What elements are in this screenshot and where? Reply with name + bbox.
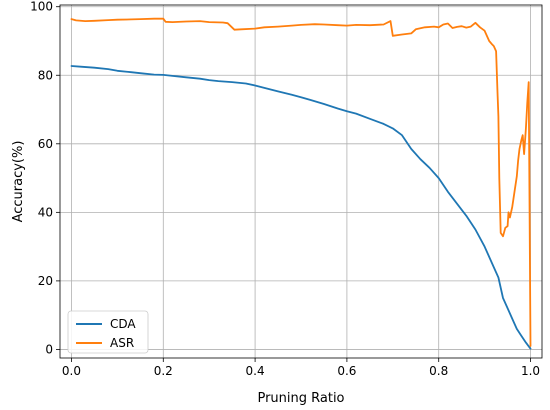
grid xyxy=(60,5,542,358)
legend-box xyxy=(67,310,149,354)
x-tick-label: 1.0 xyxy=(521,364,540,378)
y-tick-label: 80 xyxy=(38,68,53,82)
y-axis: 0 20 40 60 80 100 xyxy=(30,0,60,356)
y-axis-label: Accuracy(%) xyxy=(11,141,26,223)
y-tick-label: 100 xyxy=(30,0,53,14)
x-tick-label: 0.6 xyxy=(337,364,356,378)
y-tick-label: 60 xyxy=(38,137,53,151)
x-tick-label: 0.0 xyxy=(62,364,81,378)
y-tick-label: 20 xyxy=(38,274,53,288)
legend-label-asr: ASR xyxy=(110,336,134,350)
legend: CDA ASR xyxy=(67,310,149,354)
x-tick-label: 0.2 xyxy=(154,364,173,378)
plot-frame xyxy=(59,4,543,359)
x-axis-label: Pruning Ratio xyxy=(257,391,344,406)
x-tick-label: 0.8 xyxy=(429,364,448,378)
x-axis: 0.0 0.2 0.4 0.6 0.8 1.0 xyxy=(62,358,540,378)
legend-label-cda: CDA xyxy=(110,317,136,331)
series-lines xyxy=(70,17,532,350)
y-tick-label: 0 xyxy=(45,342,53,356)
series-line-cda xyxy=(70,65,532,350)
series-line-asr xyxy=(70,17,532,347)
x-tick-label: 0.4 xyxy=(246,364,265,378)
y-tick-label: 40 xyxy=(38,205,53,219)
